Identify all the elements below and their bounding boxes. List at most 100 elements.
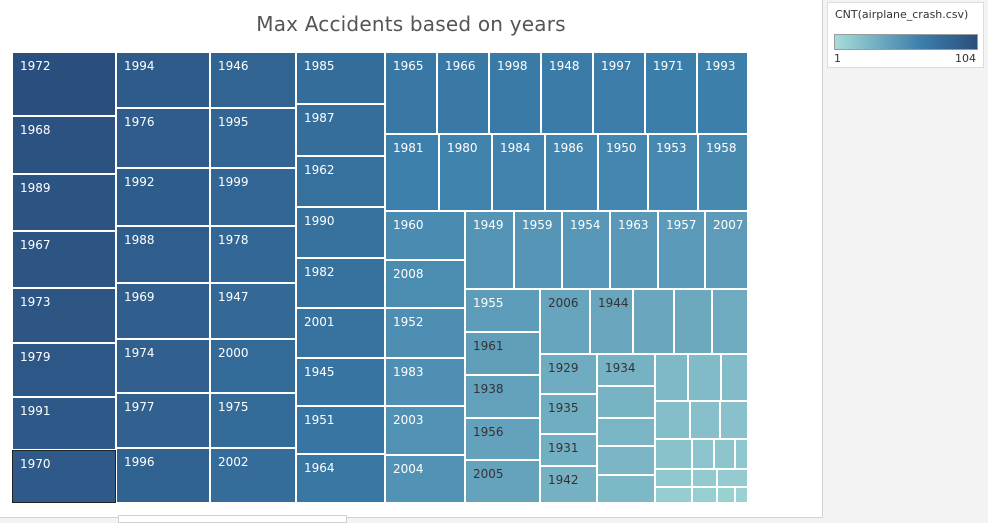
treemap-cell[interactable]	[714, 439, 735, 469]
treemap-cell[interactable]: 1989	[12, 174, 116, 231]
treemap-cell[interactable]	[735, 487, 748, 503]
treemap-cell[interactable]: 1994	[116, 52, 210, 108]
treemap-cell[interactable]: 1945	[296, 358, 385, 406]
treemap-cell[interactable]	[597, 475, 655, 503]
treemap-cell[interactable]: 1968	[12, 116, 116, 174]
treemap-cell[interactable]	[692, 487, 717, 503]
treemap-cell[interactable]: 1956	[465, 418, 540, 460]
treemap-cell[interactable]: 1961	[465, 332, 540, 375]
treemap-cell[interactable]: 1981	[385, 134, 439, 211]
treemap-cell[interactable]: 1931	[540, 434, 597, 466]
treemap-cell[interactable]	[655, 439, 692, 469]
treemap-cell[interactable]: 1951	[296, 406, 385, 454]
treemap-cell[interactable]: 1984	[492, 134, 545, 211]
treemap-cell[interactable]: 1946	[210, 52, 296, 108]
treemap-cell[interactable]: 1955	[465, 289, 540, 332]
treemap-cell[interactable]: 1998	[489, 52, 541, 134]
treemap-cell[interactable]	[717, 469, 748, 487]
treemap-cell[interactable]: 1969	[116, 283, 210, 339]
treemap-cell[interactable]: 2005	[465, 460, 540, 503]
treemap-cell[interactable]: 1944	[590, 289, 633, 354]
treemap-cell[interactable]	[688, 354, 721, 401]
treemap-cell[interactable]: 1986	[545, 134, 598, 211]
treemap-cell[interactable]	[692, 469, 717, 487]
treemap-cell[interactable]: 1970	[12, 450, 116, 503]
treemap-cell[interactable]: 1935	[540, 394, 597, 434]
treemap-cell[interactable]: 1953	[648, 134, 698, 211]
treemap-cell[interactable]: 1957	[658, 211, 705, 289]
treemap-cell[interactable]: 1966	[437, 52, 489, 134]
treemap-cell[interactable]: 1991	[12, 397, 116, 450]
treemap-cell[interactable]: 2000	[210, 339, 296, 393]
treemap-cell[interactable]: 1974	[116, 339, 210, 393]
treemap-cell[interactable]: 1934	[597, 354, 655, 386]
treemap-cell[interactable]: 1971	[645, 52, 697, 134]
treemap-cell[interactable]	[690, 401, 720, 439]
treemap-cell[interactable]	[720, 401, 748, 439]
treemap-cell[interactable]: 1952	[385, 308, 465, 358]
treemap-cell[interactable]: 1929	[540, 354, 597, 394]
treemap-cell[interactable]: 1988	[116, 226, 210, 283]
treemap-cell[interactable]: 2003	[385, 406, 465, 455]
treemap-cell-label: 1934	[605, 361, 636, 375]
treemap-cell[interactable]: 1949	[465, 211, 514, 289]
treemap-cell[interactable]: 2001	[296, 308, 385, 358]
treemap-cell[interactable]: 1973	[12, 288, 116, 343]
treemap-cell[interactable]: 1992	[116, 168, 210, 226]
treemap-cell[interactable]: 1938	[465, 375, 540, 418]
treemap-cell-label: 1972	[20, 59, 51, 73]
treemap-cell[interactable]: 1990	[296, 207, 385, 258]
treemap-cell[interactable]: 1942	[540, 466, 597, 503]
horizontal-scrollbar[interactable]	[118, 515, 347, 523]
treemap-cell[interactable]: 1980	[439, 134, 492, 211]
treemap-cell[interactable]: 1985	[296, 52, 385, 104]
treemap-cell[interactable]	[712, 289, 748, 354]
treemap-cell[interactable]	[597, 418, 655, 446]
treemap-cell[interactable]: 1947	[210, 283, 296, 339]
treemap-cell[interactable]: 1999	[210, 168, 296, 226]
treemap-cell[interactable]: 1976	[116, 108, 210, 168]
treemap-cell[interactable]: 1978	[210, 226, 296, 283]
treemap-cell[interactable]: 1963	[610, 211, 658, 289]
treemap-cell[interactable]	[655, 354, 688, 401]
treemap-cell[interactable]: 2002	[210, 448, 296, 503]
treemap-cell[interactable]	[597, 446, 655, 475]
treemap-cell[interactable]: 1954	[562, 211, 610, 289]
treemap-cell[interactable]: 1982	[296, 258, 385, 308]
treemap-cell[interactable]: 2007	[705, 211, 748, 289]
treemap-cell[interactable]: 1993	[697, 52, 748, 134]
treemap-cell[interactable]: 1977	[116, 393, 210, 448]
treemap[interactable]: 1972 1968 1989 1967 1973 1979 1991 1970 1994 1976…	[0, 0, 822, 517]
treemap-cell[interactable]: 1958	[698, 134, 748, 211]
treemap-cell[interactable]: 1995	[210, 108, 296, 168]
treemap-cell[interactable]	[655, 469, 692, 487]
treemap-cell[interactable]: 1987	[296, 104, 385, 156]
treemap-cell[interactable]: 1948	[541, 52, 593, 134]
treemap-cell[interactable]	[735, 439, 748, 469]
treemap-cell[interactable]: 2006	[540, 289, 590, 354]
treemap-cell[interactable]: 1979	[12, 343, 116, 397]
treemap-cell[interactable]	[633, 289, 674, 354]
treemap-cell[interactable]	[674, 289, 712, 354]
color-legend[interactable]: CNT(airplane_crash.csv) 1 104	[827, 2, 984, 68]
treemap-cell[interactable]: 1960	[385, 211, 465, 260]
treemap-cell[interactable]	[597, 386, 655, 418]
treemap-cell[interactable]: 1967	[12, 231, 116, 288]
treemap-cell[interactable]: 1972	[12, 52, 116, 116]
treemap-cell[interactable]: 1959	[514, 211, 562, 289]
treemap-cell[interactable]: 2008	[385, 260, 465, 308]
treemap-cell[interactable]	[717, 487, 735, 503]
treemap-cell[interactable]: 1996	[116, 448, 210, 503]
treemap-cell[interactable]: 1962	[296, 156, 385, 207]
treemap-cell[interactable]: 1983	[385, 358, 465, 406]
treemap-cell[interactable]: 1950	[598, 134, 648, 211]
treemap-cell[interactable]: 2004	[385, 455, 465, 503]
treemap-cell[interactable]: 1964	[296, 454, 385, 503]
treemap-cell[interactable]: 1975	[210, 393, 296, 448]
treemap-cell[interactable]	[655, 401, 690, 439]
treemap-cell[interactable]	[692, 439, 714, 469]
treemap-cell[interactable]	[721, 354, 748, 401]
treemap-cell[interactable]: 1965	[385, 52, 437, 134]
treemap-cell[interactable]	[655, 487, 692, 503]
treemap-cell[interactable]: 1997	[593, 52, 645, 134]
